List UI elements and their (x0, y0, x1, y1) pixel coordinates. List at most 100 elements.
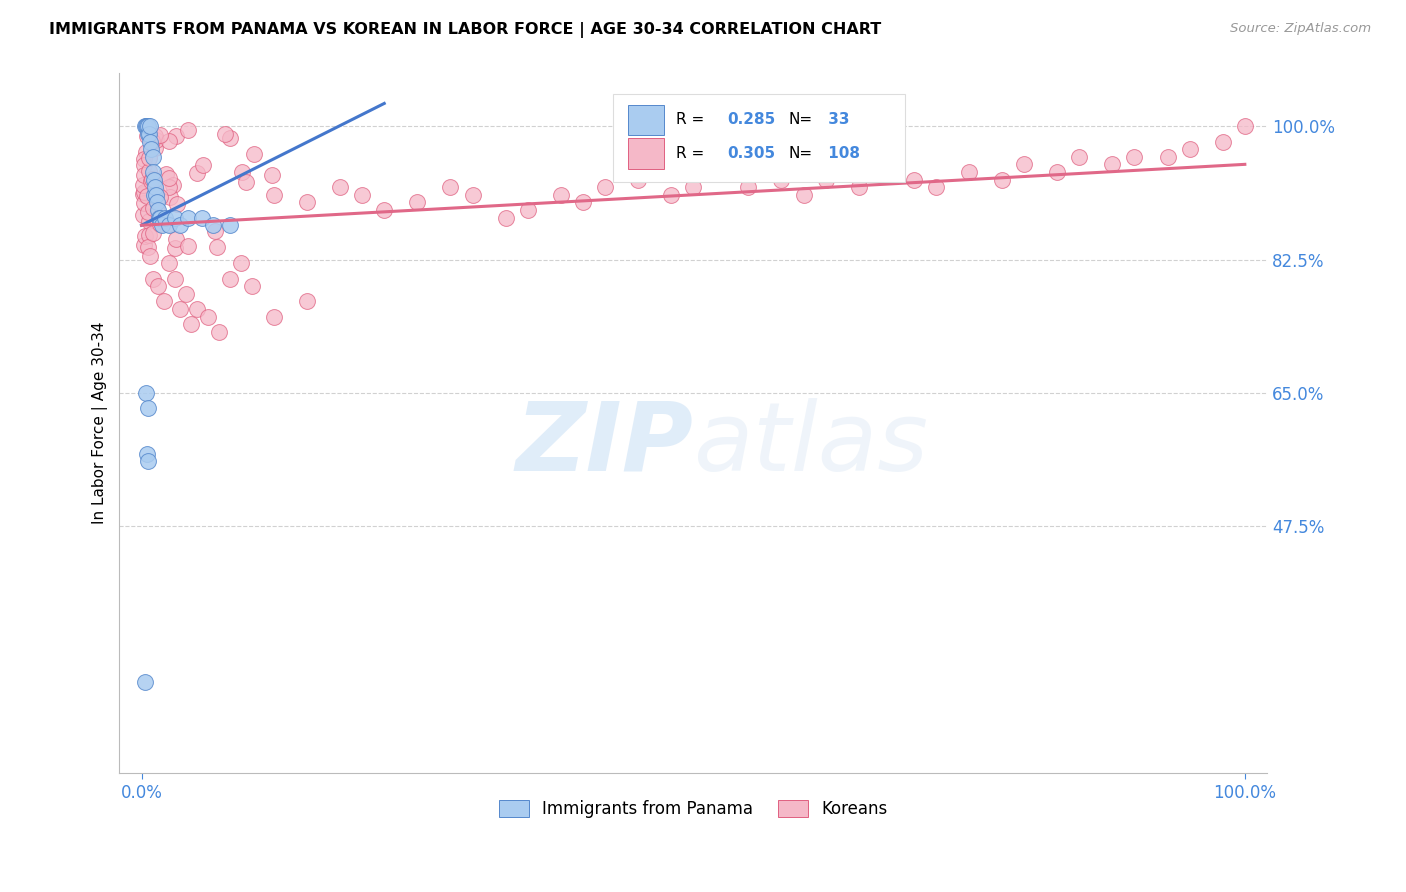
Point (295, 294, 318, 309)
FancyBboxPatch shape (627, 138, 665, 169)
Point (263, 187, 285, 202)
Point (157, 256, 180, 270)
Point (229, 256, 252, 270)
Point (593, 180, 616, 194)
Point (991, 172, 1014, 186)
Point (165, 241, 187, 255)
Point (138, 214, 160, 228)
FancyBboxPatch shape (627, 104, 665, 136)
Point (138, 127, 160, 141)
Text: R =: R = (676, 112, 709, 128)
Point (136, 127, 159, 141)
Point (214, 127, 236, 141)
Point (439, 180, 461, 194)
Point (141, 165, 163, 179)
Point (134, 675, 156, 690)
Point (139, 174, 162, 188)
Point (240, 279, 263, 293)
Point (138, 151, 160, 165)
Point (1123, 150, 1146, 164)
Point (136, 129, 159, 144)
Point (132, 178, 155, 192)
Point (1178, 142, 1201, 156)
Text: ZIP: ZIP (515, 398, 693, 491)
Point (152, 294, 174, 309)
Point (295, 195, 318, 210)
Point (186, 166, 208, 180)
Point (197, 310, 219, 324)
Point (141, 271, 163, 285)
Point (143, 141, 166, 155)
Point (461, 187, 484, 202)
Point (166, 197, 188, 211)
Point (169, 301, 191, 316)
Point (925, 180, 948, 194)
Point (146, 202, 169, 217)
Point (135, 385, 157, 400)
FancyBboxPatch shape (613, 94, 905, 182)
Point (957, 165, 980, 179)
Point (141, 171, 163, 186)
Point (174, 286, 197, 301)
Point (165, 129, 187, 144)
Point (186, 301, 208, 316)
Point (142, 201, 165, 215)
Point (134, 120, 156, 134)
Point (145, 133, 167, 147)
Point (138, 163, 160, 178)
Point (155, 167, 177, 181)
Point (880, 165, 903, 179)
Point (145, 187, 167, 202)
Point (157, 219, 180, 233)
Point (191, 158, 214, 172)
Point (153, 211, 176, 225)
Point (218, 131, 240, 145)
Point (136, 239, 159, 253)
Point (136, 401, 159, 415)
Point (152, 219, 174, 233)
Point (1101, 157, 1123, 171)
Point (1069, 150, 1091, 164)
Point (231, 165, 253, 179)
Point (165, 232, 187, 246)
Point (218, 271, 240, 285)
Point (792, 187, 814, 202)
Point (149, 211, 172, 225)
Point (163, 211, 186, 225)
Point (682, 180, 704, 194)
Point (1233, 120, 1256, 134)
Point (146, 279, 169, 293)
Point (162, 178, 184, 193)
Point (572, 195, 595, 210)
Y-axis label: In Labor Force | Age 30-34: In Labor Force | Age 30-34 (93, 322, 108, 524)
Point (142, 172, 165, 186)
Point (143, 180, 166, 194)
Point (814, 172, 837, 186)
Point (191, 211, 214, 225)
Point (136, 447, 159, 461)
Point (136, 454, 159, 468)
Point (495, 211, 517, 225)
Point (659, 187, 682, 202)
Point (352, 187, 374, 202)
Point (135, 189, 157, 203)
Point (163, 271, 186, 285)
Point (848, 180, 870, 194)
Text: R =: R = (676, 146, 709, 161)
Point (148, 211, 170, 225)
Point (132, 208, 155, 222)
Point (263, 310, 285, 324)
Point (177, 123, 200, 137)
Point (159, 190, 181, 204)
Point (208, 325, 231, 339)
Point (218, 219, 240, 233)
Text: 0.305: 0.305 (727, 146, 776, 161)
Text: atlas: atlas (693, 398, 928, 491)
Point (136, 120, 159, 134)
Point (149, 128, 172, 142)
Point (329, 180, 352, 194)
Point (202, 219, 225, 233)
Point (134, 229, 156, 244)
Point (260, 168, 283, 182)
Point (139, 120, 162, 134)
